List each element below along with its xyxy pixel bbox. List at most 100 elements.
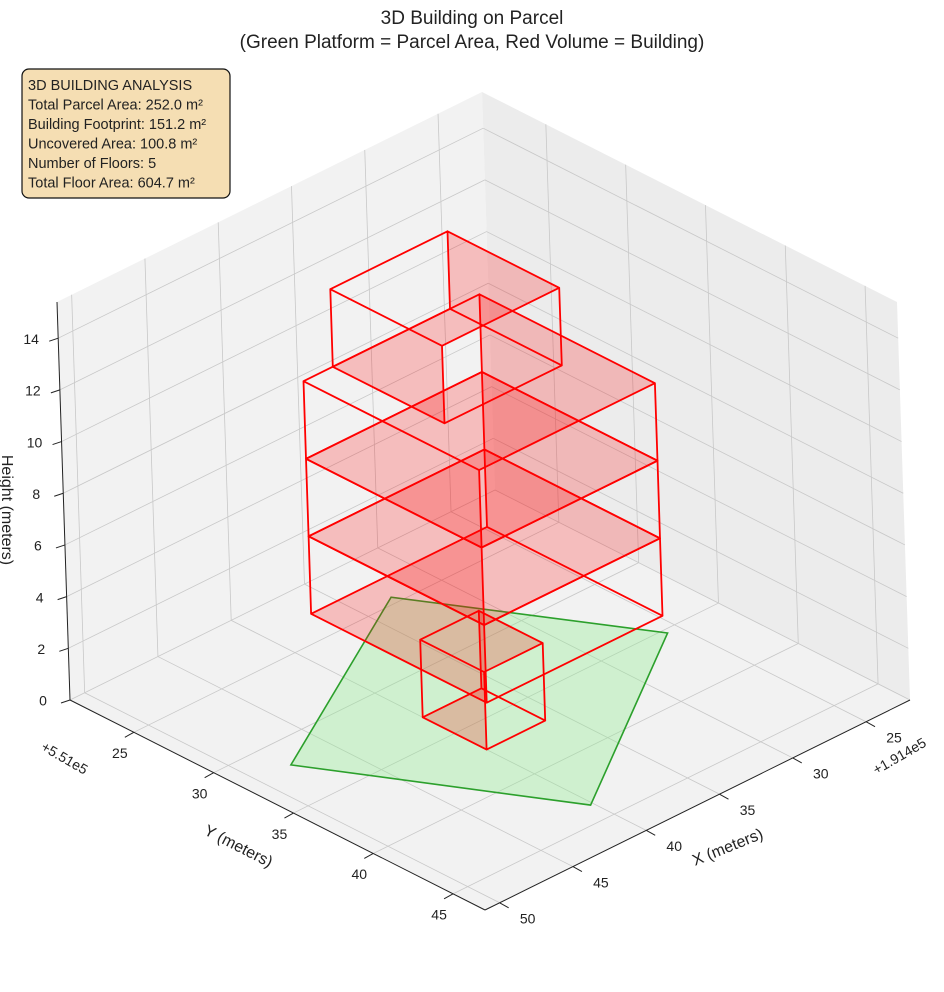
tick-mark	[52, 441, 62, 446]
grid-line	[217, 222, 232, 621]
grid-line	[63, 282, 489, 494]
tick-label: 0	[39, 693, 47, 709]
tick-mark	[572, 866, 583, 872]
grid-line	[494, 489, 911, 701]
tick-mark	[57, 596, 67, 601]
tick-mark	[55, 544, 66, 549]
tick-label: 25	[886, 729, 902, 745]
chart-subtitle: (Green Platform = Parcel Area, Red Volum…	[240, 32, 705, 53]
annotation: 3D BUILDING ANALYSIS Total Parcel Area: 2…	[28, 78, 206, 192]
tick-mark	[284, 812, 294, 819]
grid-line	[625, 164, 640, 563]
grid-line	[450, 511, 867, 723]
annotation-line: Number of Floors: 5	[28, 156, 156, 172]
grid-line	[58, 127, 484, 339]
tick-mark	[54, 492, 64, 497]
tick-label: 10	[27, 434, 43, 450]
y-offset-label: +5.51e5	[39, 738, 91, 777]
grid-line	[157, 656, 574, 867]
grid-line	[59, 179, 486, 391]
grid-line	[491, 386, 907, 597]
grid-line	[71, 294, 86, 693]
tick-mark	[124, 731, 135, 738]
tick-label: 2	[37, 641, 45, 657]
grid-line	[364, 149, 379, 548]
grid-line	[545, 124, 560, 523]
grid-line	[484, 179, 901, 391]
tick-label: 25	[112, 745, 128, 761]
tick-mark	[719, 793, 729, 800]
grid-line	[66, 386, 492, 597]
grid-line	[213, 562, 639, 774]
grid-line	[293, 602, 719, 814]
tick-label: 45	[593, 874, 609, 890]
tick-label: 40	[351, 866, 367, 882]
tick-label: 30	[192, 785, 208, 801]
grid-line	[304, 583, 720, 795]
annotation-line: Total Floor Area: 604.7 m²	[28, 176, 195, 192]
floor-pane	[70, 490, 910, 910]
tick-label: 40	[666, 838, 682, 854]
grid-line	[493, 437, 909, 649]
axis-line	[69, 699, 486, 911]
tick-mark	[792, 757, 803, 764]
tick-label: 35	[272, 826, 288, 842]
tick-mark	[443, 893, 454, 900]
annotation-line: Building Footprint: 151.2 m²	[28, 117, 206, 133]
grid-line	[483, 127, 899, 339]
tick-label: 35	[740, 802, 756, 818]
grid-line	[64, 334, 491, 546]
y-axis-title: Y (meters)	[201, 822, 275, 871]
annotation-box	[21, 68, 231, 199]
building-box	[302, 293, 659, 549]
annotation-line: 3D BUILDING ANALYSIS	[28, 78, 192, 94]
axis-line	[484, 699, 911, 911]
right-pane	[482, 92, 910, 700]
tick-mark	[50, 389, 61, 394]
grid-line	[705, 205, 719, 604]
tick-mark	[204, 772, 214, 779]
tick-label: 8	[32, 486, 40, 502]
grid-line	[61, 231, 487, 442]
grid-line	[486, 231, 902, 442]
tick-mark	[364, 853, 374, 859]
grid-line	[133, 521, 560, 733]
tick-label: 12	[25, 383, 41, 399]
grid-line	[489, 334, 906, 546]
grid-line	[69, 489, 496, 701]
tick-label: 30	[813, 766, 829, 782]
grid-line	[377, 547, 793, 759]
grid-line	[84, 692, 500, 904]
tick-mark	[865, 721, 876, 728]
annotation-line: Total Parcel Area: 252.0 m²	[28, 98, 203, 114]
grid-line	[437, 113, 452, 512]
tick-label: 50	[520, 910, 536, 926]
grid-line	[68, 437, 494, 649]
grid-line	[373, 643, 799, 854]
grid-line	[784, 245, 799, 644]
tick-label: 6	[34, 538, 42, 554]
grid-line	[864, 285, 879, 684]
scene: 25 30 35 40 45 50 25 30 35 40 45 0 2 4 6 8 10 12 14	[23, 92, 911, 926]
tick-mark	[49, 337, 59, 342]
x-axis-title: X (meters)	[690, 826, 766, 870]
axis-line	[56, 301, 71, 701]
left-pane	[57, 92, 495, 700]
chart-title: 3D Building on Parcel	[381, 8, 564, 29]
building-box	[419, 609, 547, 751]
building-box	[329, 230, 563, 425]
parcel	[289, 596, 669, 806]
annotation-line: Uncovered Area: 100.8 m²	[28, 137, 197, 153]
tick-mark	[645, 829, 656, 836]
tick-mark	[59, 647, 69, 652]
tick-label: 45	[431, 907, 447, 923]
z-axis-title: Height (meters)	[0, 455, 15, 565]
grid-line	[488, 282, 904, 494]
tick-mark	[499, 902, 509, 909]
tick-label: 4	[36, 589, 44, 605]
tick-label: 14	[23, 331, 39, 347]
grid-line	[291, 186, 305, 585]
tick-mark	[60, 699, 71, 704]
grid-line	[452, 683, 879, 895]
